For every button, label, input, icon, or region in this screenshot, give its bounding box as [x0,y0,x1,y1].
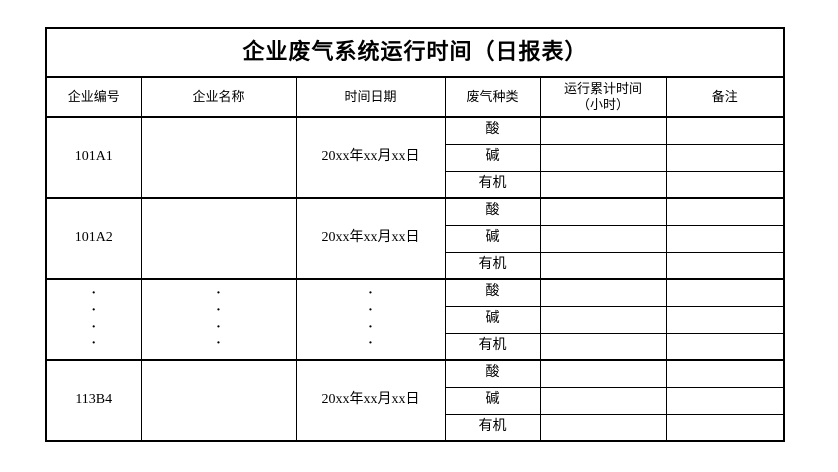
enterprise-name-cell [140,116,297,199]
remark-cell [665,359,785,388]
table-row: 113B4 20xx年xx月xx日 酸 [45,359,785,442]
runtime-value-cell [539,386,667,415]
runtime-value-cell [539,197,667,226]
remark-cell [665,278,785,307]
table-row: 有机 [46,413,785,442]
col-header-gas-type: 废气种类 [444,76,541,118]
date-cell: 20xx年xx月xx日 [295,197,446,280]
col-header-runtime: 运行累计时间 （小时） [539,76,667,118]
runtime-value-cell [539,251,667,280]
daily-report-table: 企业废气系统运行时间（日报表） 企业编号 企业名称 时间日期 废气种类 运行累计… [45,27,786,442]
date-ellipsis: · · · · [295,278,446,361]
table-row: 有机 [46,170,785,199]
gas-type-cell: 碱 [444,143,541,172]
gas-type-cell: 酸 [444,197,541,226]
table-row: 101A2 20xx年xx月xx日 酸 [45,197,785,280]
runtime-value-cell [539,143,667,172]
runtime-value-cell [539,332,667,361]
gas-type-cell: 碱 [444,224,541,253]
gas-type-cell: 有机 [444,251,541,280]
remark-cell [665,197,785,226]
enterprise-id-cell: 113B4 [45,359,142,442]
runtime-value-cell [539,278,667,307]
col-header-enterprise-id: 企业编号 [45,76,142,118]
col-header-runtime-line2: （小时） [576,97,629,112]
gas-type-cell: 酸 [444,278,541,307]
gas-type-cell: 酸 [444,116,541,145]
remark-cell [665,251,785,280]
gas-type-cell: 有机 [444,170,541,199]
gas-type-cell: 有机 [444,332,541,361]
remark-cell [665,386,785,415]
runtime-value-cell [539,116,667,145]
remark-cell [665,332,785,361]
col-header-runtime-line1: 运行累计时间 [563,81,642,97]
col-header-enterprise-name: 企业名称 [140,76,297,118]
title-row: 企业废气系统运行时间（日报表） [45,27,785,78]
header-row: 企业编号 企业名称 时间日期 废气种类 运行累计时间 （小时） 备注 [45,76,785,118]
enterprise-name-cell [140,197,297,280]
enterprise-id-ellipsis: · · · · [45,278,142,361]
runtime-value-cell [539,224,667,253]
gas-type-cell: 酸 [444,359,541,388]
table-row: 101A1 20xx年xx月xx日 酸 [45,116,785,199]
enterprise-id-cell: 101A2 [45,197,142,280]
col-header-date: 时间日期 [295,76,446,118]
date-cell: 20xx年xx月xx日 [295,116,446,199]
gas-type-cell: 有机 [444,413,541,442]
col-header-remark: 备注 [665,76,785,118]
gas-type-cell: 碱 [444,305,541,334]
remark-cell [665,224,785,253]
enterprise-name-ellipsis: · · · · [140,278,297,361]
enterprise-id-cell: 101A1 [45,116,142,199]
table-row: · · · · · · · · · · · · 酸 [45,278,785,361]
table-row: 有机 [46,332,785,361]
date-cell: 20xx年xx月xx日 [295,359,446,442]
remark-cell [665,143,785,172]
runtime-value-cell [539,413,667,442]
runtime-value-cell [539,170,667,199]
runtime-value-cell [539,359,667,388]
table-title: 企业废气系统运行时间（日报表） [45,27,785,78]
remark-cell [665,116,785,145]
remark-cell [665,170,785,199]
enterprise-name-cell [140,359,297,442]
runtime-value-cell [539,305,667,334]
remark-cell [665,305,785,334]
remark-cell [665,413,785,442]
table-row: 碱 [46,305,785,334]
gas-type-cell: 碱 [444,386,541,415]
